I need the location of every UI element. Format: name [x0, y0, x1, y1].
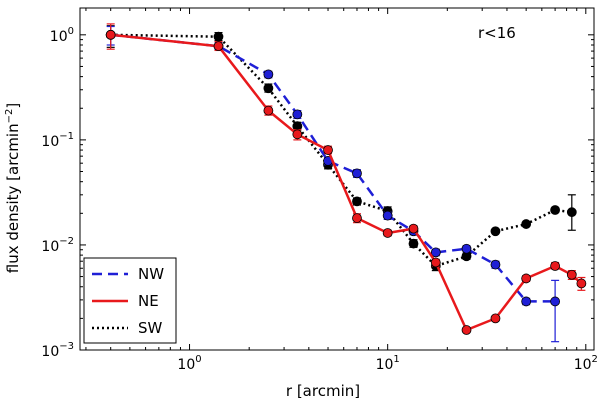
- y-tick-label-base: 10: [41, 239, 59, 255]
- data-point: [490, 259, 501, 270]
- data-point: [408, 223, 419, 234]
- data-point: [521, 219, 532, 229]
- x-axis-label: r [arcmin]: [286, 382, 360, 400]
- data-point: [430, 257, 441, 268]
- y-tick-label-base: 10: [50, 29, 68, 45]
- data-point: [352, 168, 362, 179]
- data-point: [292, 109, 303, 120]
- y-tick-label-exponent: 0: [68, 26, 74, 37]
- series-sw-line: [110, 33, 572, 268]
- data-point: [213, 41, 224, 52]
- y-axis-label-exponent: −2: [4, 109, 15, 124]
- x-tick-label-base: 10: [574, 357, 592, 373]
- y-tick-label-exponent: −3: [59, 341, 74, 352]
- x-tick-label: 101: [376, 354, 400, 373]
- data-point: [461, 325, 472, 335]
- data-point: [566, 269, 577, 280]
- annotation-label: r<16: [478, 24, 516, 42]
- data-point: [576, 278, 587, 289]
- data-point: [550, 261, 561, 271]
- data-point: [521, 273, 532, 284]
- x-tick-label: 100: [177, 354, 201, 373]
- data-point: [550, 296, 561, 307]
- data-point: [566, 207, 577, 218]
- data-point: [352, 196, 362, 207]
- series-ne: [105, 23, 587, 335]
- y-axis-label-main: flux density [arcmin: [4, 123, 22, 273]
- data-point: [352, 213, 362, 224]
- x-tick-label-exponent: 2: [592, 354, 598, 365]
- data-point: [408, 238, 419, 249]
- y-axis-label-end: ]: [4, 103, 22, 109]
- y-tick-label-base: 10: [41, 134, 59, 150]
- data-point: [263, 105, 274, 116]
- x-tick-label-base: 10: [376, 357, 394, 373]
- data-point: [430, 247, 441, 258]
- y-tick-label-base: 10: [41, 344, 59, 360]
- data-point: [382, 210, 393, 221]
- data-point: [490, 313, 501, 324]
- data-point: [521, 296, 532, 307]
- legend-label-ne: NE: [138, 292, 159, 310]
- x-tick-label-exponent: 0: [195, 354, 201, 365]
- legend-label-nw: NW: [138, 265, 164, 283]
- data-point: [550, 205, 561, 215]
- axes-frame: [79, 7, 595, 351]
- data-point: [323, 145, 333, 155]
- y-tick-label: 100: [50, 26, 74, 45]
- y-tick-label: 10−3: [41, 341, 74, 360]
- y-tick-label-exponent: −1: [59, 131, 74, 142]
- data-point: [292, 129, 303, 140]
- legend: NW NE SW: [83, 257, 177, 344]
- x-tick-label-exponent: 1: [393, 354, 399, 365]
- data-point: [105, 29, 116, 40]
- y-tick-label: 10−2: [41, 236, 74, 255]
- data-point: [213, 31, 224, 42]
- legend-label-sw: SW: [138, 319, 163, 337]
- data-point: [263, 69, 274, 80]
- y-axis-label: flux density [arcmin−2]: [4, 103, 22, 273]
- data-point: [382, 228, 393, 238]
- x-tick-label-base: 10: [177, 357, 195, 373]
- data-point: [461, 243, 472, 254]
- data-point: [263, 83, 274, 94]
- y-tick-label: 10−1: [41, 131, 74, 150]
- y-tick-label-exponent: −2: [59, 236, 74, 247]
- data-point: [490, 226, 501, 237]
- x-tick-label: 102: [574, 354, 598, 373]
- plot-area: [105, 23, 587, 343]
